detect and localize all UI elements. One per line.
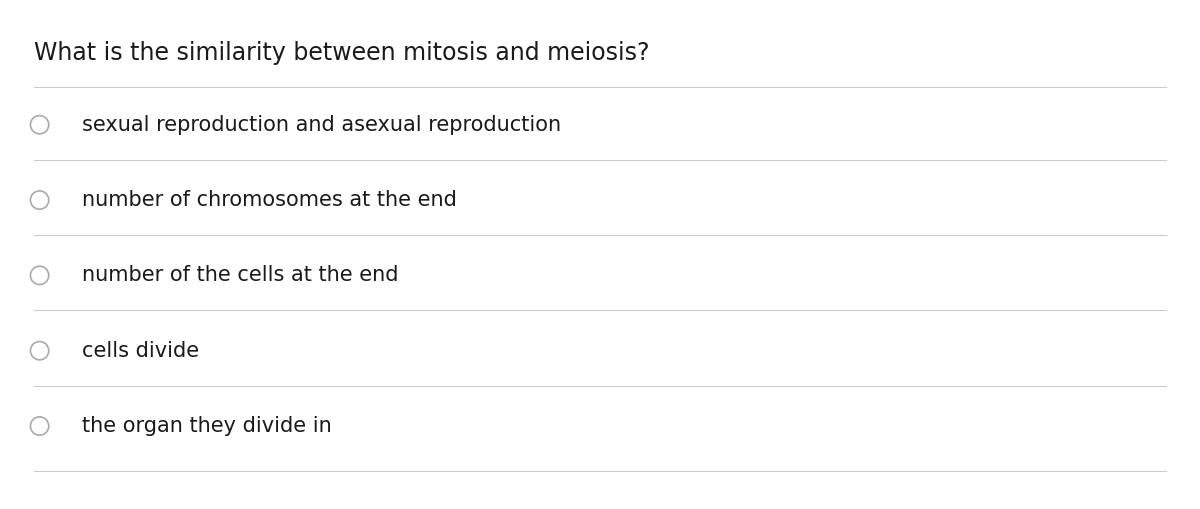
Text: number of chromosomes at the end: number of chromosomes at the end [82,190,456,210]
Text: the organ they divide in: the organ they divide in [82,416,331,436]
Text: cells divide: cells divide [82,341,199,361]
Text: sexual reproduction and asexual reproduction: sexual reproduction and asexual reproduc… [82,115,560,135]
Text: number of the cells at the end: number of the cells at the end [82,265,398,286]
Text: What is the similarity between mitosis and meiosis?: What is the similarity between mitosis a… [34,41,649,66]
